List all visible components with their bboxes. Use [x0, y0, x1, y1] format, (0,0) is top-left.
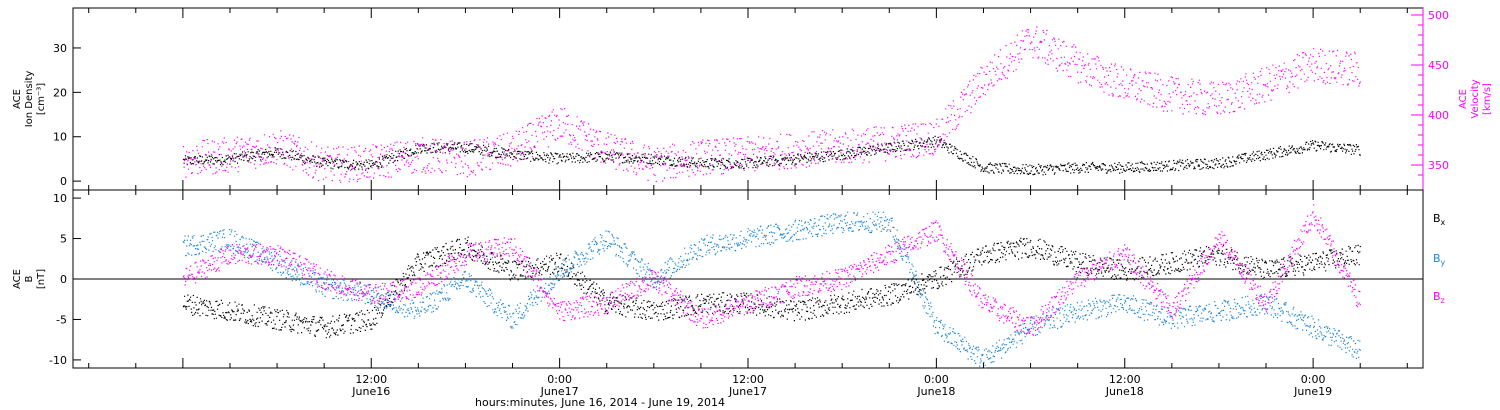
velocity-axis: 350 400 450 500 [1411, 8, 1449, 190]
field-axis-label-1: ACE [12, 269, 23, 289]
legend-bx: Bx [1433, 212, 1446, 227]
top-panel-frame [72, 7, 1424, 191]
field-axis-label-2: B [24, 275, 35, 282]
top-series-0 [182, 135, 1361, 176]
density-axis: 0 10 20 30 [53, 42, 81, 188]
x-tick-time-5: 0:00 [1301, 373, 1326, 386]
velocity-tick-label-0: 350 [1428, 159, 1449, 172]
x-tick-date-2: June17 [728, 385, 767, 398]
density-axis-label-2: Ion Density [24, 71, 35, 128]
x-tick-date-3: June18 [916, 385, 955, 398]
x-tick-date-5: June19 [1293, 385, 1332, 398]
field-tick-label-1: -5 [56, 313, 67, 326]
x-tick-time-4: 12:00 [1109, 373, 1141, 386]
density-tick-label-2: 20 [53, 86, 67, 99]
bottom-series [182, 204, 1361, 369]
bottom-panel: -10 -5 0 5 10 ACE B [nT] Bx By Bz [12, 189, 1446, 369]
velocity-tick-label-2: 450 [1428, 59, 1449, 72]
x-tick-time-0: 12:00 [355, 373, 387, 386]
x-axis-title: hours:minutes, June 16, 2014 - June 19, … [475, 396, 725, 409]
velocity-axis-label-2: Velocity [1470, 79, 1481, 118]
legend-bz: Bz [1433, 290, 1445, 305]
legend-by: By [1433, 252, 1446, 267]
x-tick-date-1: June17 [540, 385, 579, 398]
density-axis-label-3: [cm⁻³] [36, 83, 47, 115]
field-axis: -10 -5 0 5 10 [49, 192, 81, 367]
top-series [182, 26, 1361, 183]
field-tick-label-3: 5 [60, 233, 67, 246]
velocity-tick-label-1: 400 [1428, 109, 1449, 122]
density-axis-label-1: ACE [12, 89, 23, 109]
x-tick-time-3: 0:00 [924, 373, 949, 386]
x-tick-date-4: June18 [1105, 385, 1144, 398]
x-tick-time-2: 12:00 [732, 373, 764, 386]
x-tick-time-1: 0:00 [547, 373, 572, 386]
x-tick-date-0: June16 [351, 385, 390, 398]
density-tick-label-3: 30 [53, 42, 67, 55]
density-tick-label-1: 10 [53, 131, 67, 144]
top-panel: 0 10 20 30 350 400 450 500 ACE Ion Density [cm… [12, 7, 1493, 191]
velocity-axis-label-1: ACE [1458, 89, 1469, 109]
field-series-2 [182, 204, 1361, 336]
x-axis: 12:00June160:00June1712:00June170:00June… [88, 8, 1408, 398]
field-tick-label-2: 0 [60, 273, 67, 286]
field-axis-label-3: [nT] [36, 269, 47, 289]
field-series-1 [182, 211, 1361, 369]
field-tick-label-0: -10 [49, 354, 67, 367]
velocity-axis-label-3: [km/s] [1482, 83, 1493, 115]
field-tick-label-4: 10 [53, 192, 67, 205]
top-series-1 [182, 26, 1361, 183]
density-tick-label-0: 0 [60, 175, 67, 188]
velocity-tick-label-3: 500 [1428, 9, 1449, 22]
